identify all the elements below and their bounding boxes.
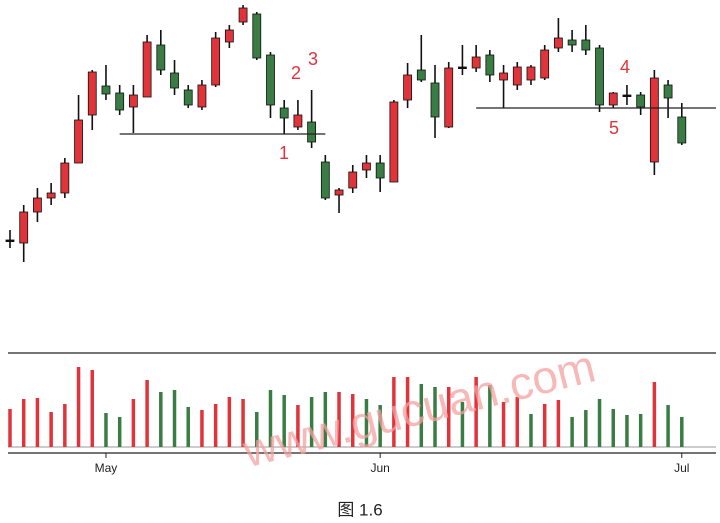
x-tick-label: May <box>95 461 118 475</box>
candle-body <box>60 162 70 194</box>
caption: 图 1.6 <box>337 500 382 519</box>
candle-body <box>444 67 454 128</box>
candle-body <box>33 197 42 213</box>
candle-body <box>512 66 522 86</box>
annotation: 1 <box>279 143 289 163</box>
candle-body <box>485 54 495 76</box>
candle-body <box>293 114 303 128</box>
candle-body <box>279 107 289 119</box>
annotation: 4 <box>620 57 630 77</box>
candle-body <box>375 162 385 179</box>
candle-body <box>170 72 179 89</box>
candle-body <box>74 119 83 164</box>
candle-body <box>334 189 344 196</box>
candle-body <box>581 39 591 51</box>
candle-body <box>663 84 673 99</box>
candle-body <box>677 116 687 144</box>
candle-body <box>5 239 15 243</box>
annotation: 3 <box>308 49 318 69</box>
annotation: 2 <box>291 63 301 83</box>
candle-body <box>389 101 399 183</box>
candle-body <box>115 92 125 111</box>
candle-body <box>348 171 358 189</box>
candle-body <box>224 29 234 43</box>
candle-body <box>197 84 207 108</box>
candle-body <box>540 49 550 79</box>
candle-body <box>252 13 262 59</box>
candle-body <box>87 71 97 116</box>
candle-body <box>499 72 508 81</box>
candle-body <box>567 39 577 46</box>
candle-body <box>595 47 604 106</box>
candle-body <box>608 92 618 106</box>
x-tick-label: Jul <box>674 461 689 475</box>
candle-body <box>128 94 138 108</box>
candle-body <box>458 66 467 70</box>
candle-body <box>320 161 330 199</box>
candle-body <box>211 37 221 86</box>
candle-body <box>554 37 563 49</box>
candle-body <box>362 162 371 171</box>
candle-body <box>307 121 317 143</box>
candle-body <box>430 82 440 118</box>
candle-body <box>156 44 166 71</box>
candle-body <box>266 54 275 106</box>
candle-body <box>183 89 193 106</box>
candle-body <box>526 66 536 81</box>
candle-body <box>471 56 481 69</box>
candle-body <box>46 192 56 199</box>
candle-body <box>403 74 412 101</box>
annotation: 5 <box>609 118 619 138</box>
candle-body <box>649 77 659 163</box>
candle-body <box>238 7 248 23</box>
candle-body <box>101 85 111 95</box>
candle-body <box>622 94 632 98</box>
candle-body <box>416 69 426 81</box>
x-tick-label: Jun <box>370 461 389 475</box>
candle-body <box>142 41 152 98</box>
candle-body <box>636 94 646 108</box>
candle-body <box>19 211 29 244</box>
